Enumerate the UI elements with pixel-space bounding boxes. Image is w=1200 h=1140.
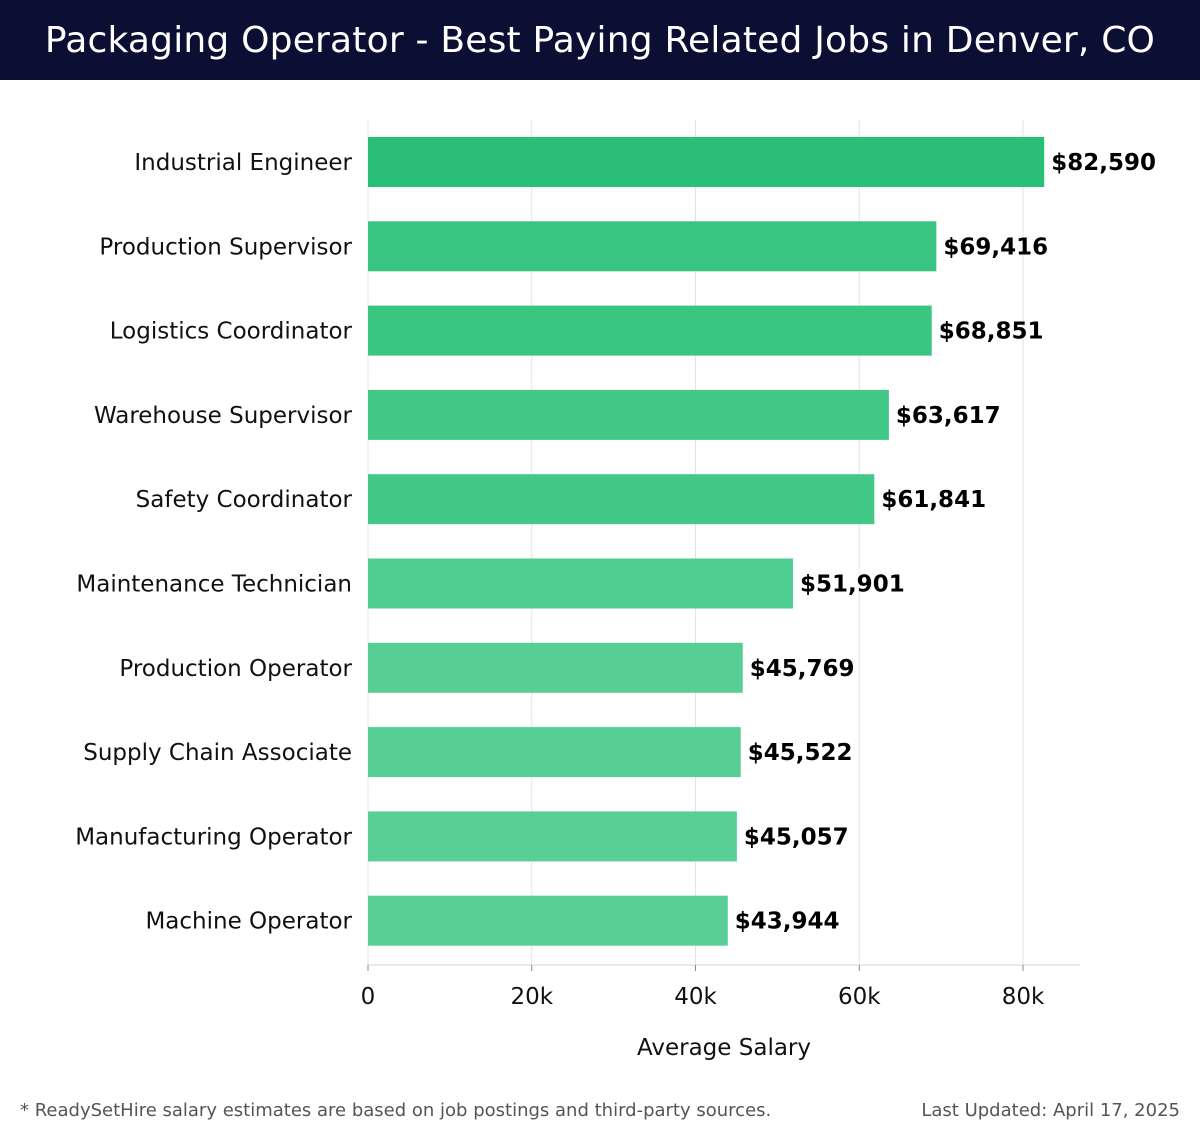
x-tick-label: 80k — [1002, 984, 1045, 1010]
x-tick-label: 0 — [361, 984, 376, 1010]
category-label: Safety Coordinator — [136, 487, 353, 513]
chart-title: Packaging Operator - Best Paying Related… — [44, 19, 1156, 61]
category-label: Production Supervisor — [99, 234, 352, 260]
category-label: Production Operator — [119, 656, 352, 682]
category-label: Warehouse Supervisor — [94, 403, 353, 429]
value-label: $51,901 — [800, 572, 905, 598]
salary-bar-chart: 0 20k 40k 60k 80k Average Salary Industrial En… — [75, 120, 1156, 1061]
x-tick-label: 20k — [510, 984, 553, 1010]
value-label: $68,851 — [939, 319, 1044, 345]
value-label: $61,841 — [881, 487, 986, 513]
x-tick-label: 40k — [674, 984, 717, 1010]
value-label: $63,617 — [896, 403, 1001, 429]
value-label: $45,769 — [750, 656, 855, 682]
bar — [368, 389, 889, 440]
category-label: Supply Chain Associate — [83, 740, 352, 766]
bar — [368, 642, 743, 693]
bar — [368, 727, 741, 778]
value-label: $69,416 — [943, 234, 1048, 260]
footer-note: * ReadySetHire salary estimates are base… — [20, 1100, 772, 1121]
bar — [368, 558, 793, 609]
value-label: $43,944 — [735, 909, 840, 935]
bar — [368, 811, 737, 862]
category-label: Industrial Engineer — [134, 150, 352, 176]
x-axis-title: Average Salary — [637, 1035, 811, 1061]
bar — [368, 474, 875, 525]
bar — [368, 895, 728, 946]
last-updated: Last Updated: April 17, 2025 — [921, 1100, 1180, 1121]
bar — [368, 137, 1045, 187]
category-label: Machine Operator — [145, 909, 352, 935]
category-label: Logistics Coordinator — [110, 319, 353, 345]
x-tick-label: 60k — [838, 984, 881, 1010]
category-label: Manufacturing Operator — [75, 824, 352, 850]
category-label: Maintenance Technician — [76, 572, 352, 598]
value-label: $45,057 — [744, 824, 849, 850]
bar — [368, 305, 932, 356]
bar — [368, 221, 937, 272]
value-label: $45,522 — [748, 740, 853, 766]
chart-header: Packaging Operator - Best Paying Related… — [0, 0, 1200, 80]
value-label: $82,590 — [1051, 150, 1156, 176]
